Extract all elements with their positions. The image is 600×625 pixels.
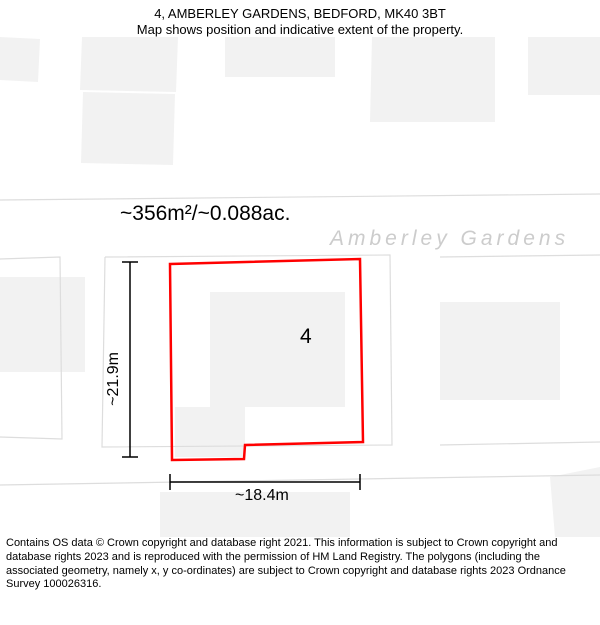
page-title: 4, AMBERLEY GARDENS, BEDFORD, MK40 3BT <box>0 6 600 22</box>
map-canvas: ~356m²/~0.088ac. Amberley Gardens 4 ~18.… <box>0 37 600 537</box>
page-subtitle: Map shows position and indicative extent… <box>0 22 600 38</box>
copyright-footer: Contains OS data © Crown copyright and d… <box>0 537 600 598</box>
map-svg <box>0 37 600 537</box>
width-dimension-label: ~18.4m <box>235 487 289 505</box>
header: 4, AMBERLEY GARDENS, BEDFORD, MK40 3BT M… <box>0 0 600 37</box>
house-number-label: 4 <box>300 325 312 349</box>
height-dimension-label: ~21.9m <box>105 352 123 406</box>
street-name-label: Amberley Gardens <box>330 227 569 251</box>
area-label: ~356m²/~0.088ac. <box>120 202 290 226</box>
